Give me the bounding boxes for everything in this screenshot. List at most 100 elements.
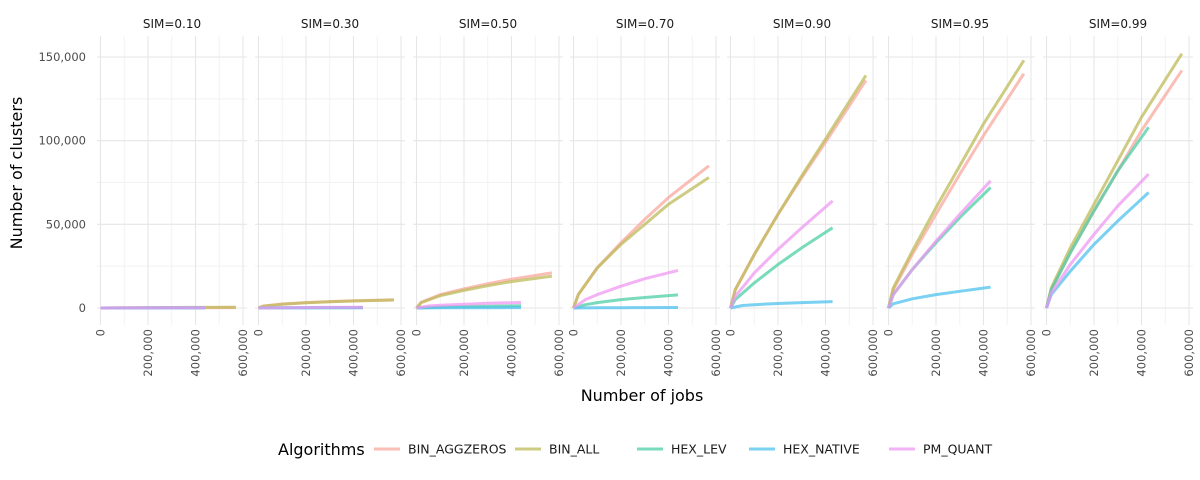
major-gridlines (1043, 36, 1193, 325)
series-line-hex-lev (573, 293, 679, 310)
x-tick-label: 600,000 (866, 329, 880, 377)
x-axis-title: Number of jobs (581, 386, 704, 405)
series-lines (887, 59, 1026, 310)
panel-strip-label: SIM=0.50 (459, 17, 517, 31)
x-tick-label: 400,000 (819, 329, 833, 377)
legend-item: BIN_AGGZEROS (374, 442, 507, 457)
panel-strip-label: SIM=0.90 (773, 17, 831, 31)
y-axis-title: Number of clusters (7, 97, 26, 250)
x-tick-label: 200,000 (614, 329, 628, 377)
series-line-bin-aggzeros (729, 79, 868, 309)
panel: SIM=0.70 0 200,000 400,000 600,000 (567, 17, 724, 377)
x-tick-label: 400,000 (505, 329, 519, 377)
x-tick-label: 0 (724, 329, 738, 336)
x-tick-label: 200,000 (929, 329, 943, 377)
minor-gridlines (727, 36, 877, 325)
x-tick-label: 0 (1040, 329, 1054, 336)
series-lines (729, 74, 868, 310)
x-tick-label: 200,000 (1087, 329, 1101, 377)
minor-gridlines (885, 36, 1035, 325)
x-tick-label: 200,000 (771, 329, 785, 377)
legend-item: HEX_LEV (637, 442, 727, 457)
legend-label: HEX_LEV (671, 442, 727, 457)
major-gridlines (413, 36, 563, 325)
legend-label: BIN_AGGZEROS (408, 442, 507, 457)
series-line-hex-native (730, 300, 833, 310)
x-tick-label: 400,000 (977, 329, 991, 377)
legend-label: BIN_ALL (549, 442, 599, 457)
minor-gridlines (570, 36, 720, 325)
x-tick-label: 600,000 (709, 329, 723, 377)
legend-item: BIN_ALL (515, 442, 599, 457)
series-line-pm-quant (572, 268, 679, 310)
major-gridlines (885, 36, 1035, 325)
x-tick-label: 600,000 (236, 329, 250, 377)
series-line-bin-all (257, 298, 394, 310)
x-tick-label: 200,000 (299, 329, 313, 377)
panel: SIM=0.30 0 200,000 400,000 600,000 (252, 17, 409, 377)
series-line-pm-quant (416, 301, 522, 310)
y-tick-label: 150,000 (38, 50, 86, 64)
minor-gridlines (255, 36, 405, 325)
y-axis: 0 50,000 100,000 150,000 (38, 50, 86, 315)
series-line-pm-quant (887, 179, 992, 309)
legend-label: HEX_NATIVE (783, 442, 860, 457)
x-tick-label: 600,000 (1182, 329, 1196, 377)
series-lines (1045, 52, 1184, 309)
major-gridlines (727, 36, 877, 325)
minor-gridlines (413, 36, 563, 325)
panel: SIM=0.50 0 200,000 400,000 600,000 (410, 17, 567, 377)
series-line-bin-all (572, 176, 710, 309)
x-tick-label: 600,000 (552, 329, 566, 377)
x-tick-label: 0 (567, 329, 581, 336)
panel: SIM=0.99 0 200,000 400,000 600,000 (1040, 17, 1197, 377)
panel: SIM=0.95 0 200,000 400,000 600,000 (882, 17, 1039, 377)
series-line-pm-quant (729, 199, 834, 309)
x-tick-label: 400,000 (347, 329, 361, 377)
series-line-hex-native (573, 306, 679, 310)
series-line-bin-aggzeros (572, 164, 710, 309)
legend-item: HEX_NATIVE (749, 442, 860, 457)
x-tick-label: 0 (410, 329, 424, 336)
series-line-pm-quant (1045, 173, 1150, 309)
series-line-hex-native (887, 285, 991, 310)
x-tick-label: 200,000 (141, 329, 155, 377)
panel-strip-label: SIM=0.30 (301, 17, 359, 31)
x-tick-label: 400,000 (189, 329, 203, 377)
legend: Algorithms BIN_AGGZEROS BIN_ALL HEX_LEV HEX… (278, 440, 992, 459)
panels-layer: SIM=0.10 0 200,000 400,000 600,000 SIM=0.30 0 2… (94, 17, 1197, 377)
series-line-bin-all (729, 74, 868, 309)
series-line-pm-quant (258, 305, 364, 310)
series-lines (257, 298, 394, 310)
panel-strip-label: SIM=0.95 (931, 17, 989, 31)
legend-title: Algorithms (278, 440, 365, 459)
x-tick-label: 200,000 (457, 329, 471, 377)
y-tick-label: 50,000 (46, 217, 86, 231)
x-tick-label: 0 (882, 329, 896, 336)
series-lines (415, 271, 553, 310)
legend-item: PM_QUANT (889, 442, 992, 457)
panel-strip-label: SIM=0.70 (616, 17, 674, 31)
y-tick-label: 100,000 (38, 134, 86, 148)
x-tick-label: 600,000 (1024, 329, 1038, 377)
panel-strip-label: SIM=0.99 (1089, 17, 1147, 31)
x-tick-label: 0 (252, 329, 266, 336)
minor-gridlines (1043, 36, 1193, 325)
y-tick-label: 0 (79, 301, 86, 315)
series-line-bin-all (887, 59, 1026, 309)
panel-strip-label: SIM=0.10 (143, 17, 201, 31)
series-line-bin-all (415, 274, 553, 309)
legend-label: PM_QUANT (923, 442, 992, 457)
x-tick-label: 400,000 (662, 329, 676, 377)
panel: SIM=0.90 0 200,000 400,000 600,000 (724, 17, 881, 377)
series-lines (572, 164, 710, 310)
major-gridlines (97, 36, 247, 325)
minor-gridlines (97, 36, 247, 325)
series-lines (100, 305, 236, 310)
x-tick-label: 600,000 (394, 329, 408, 377)
legend-items: BIN_AGGZEROS BIN_ALL HEX_LEV HEX_NATIVE PM_Q… (374, 442, 992, 457)
x-tick-label: 0 (94, 329, 108, 336)
series-line-hex-native (1045, 191, 1150, 309)
x-tick-label: 400,000 (1135, 329, 1149, 377)
